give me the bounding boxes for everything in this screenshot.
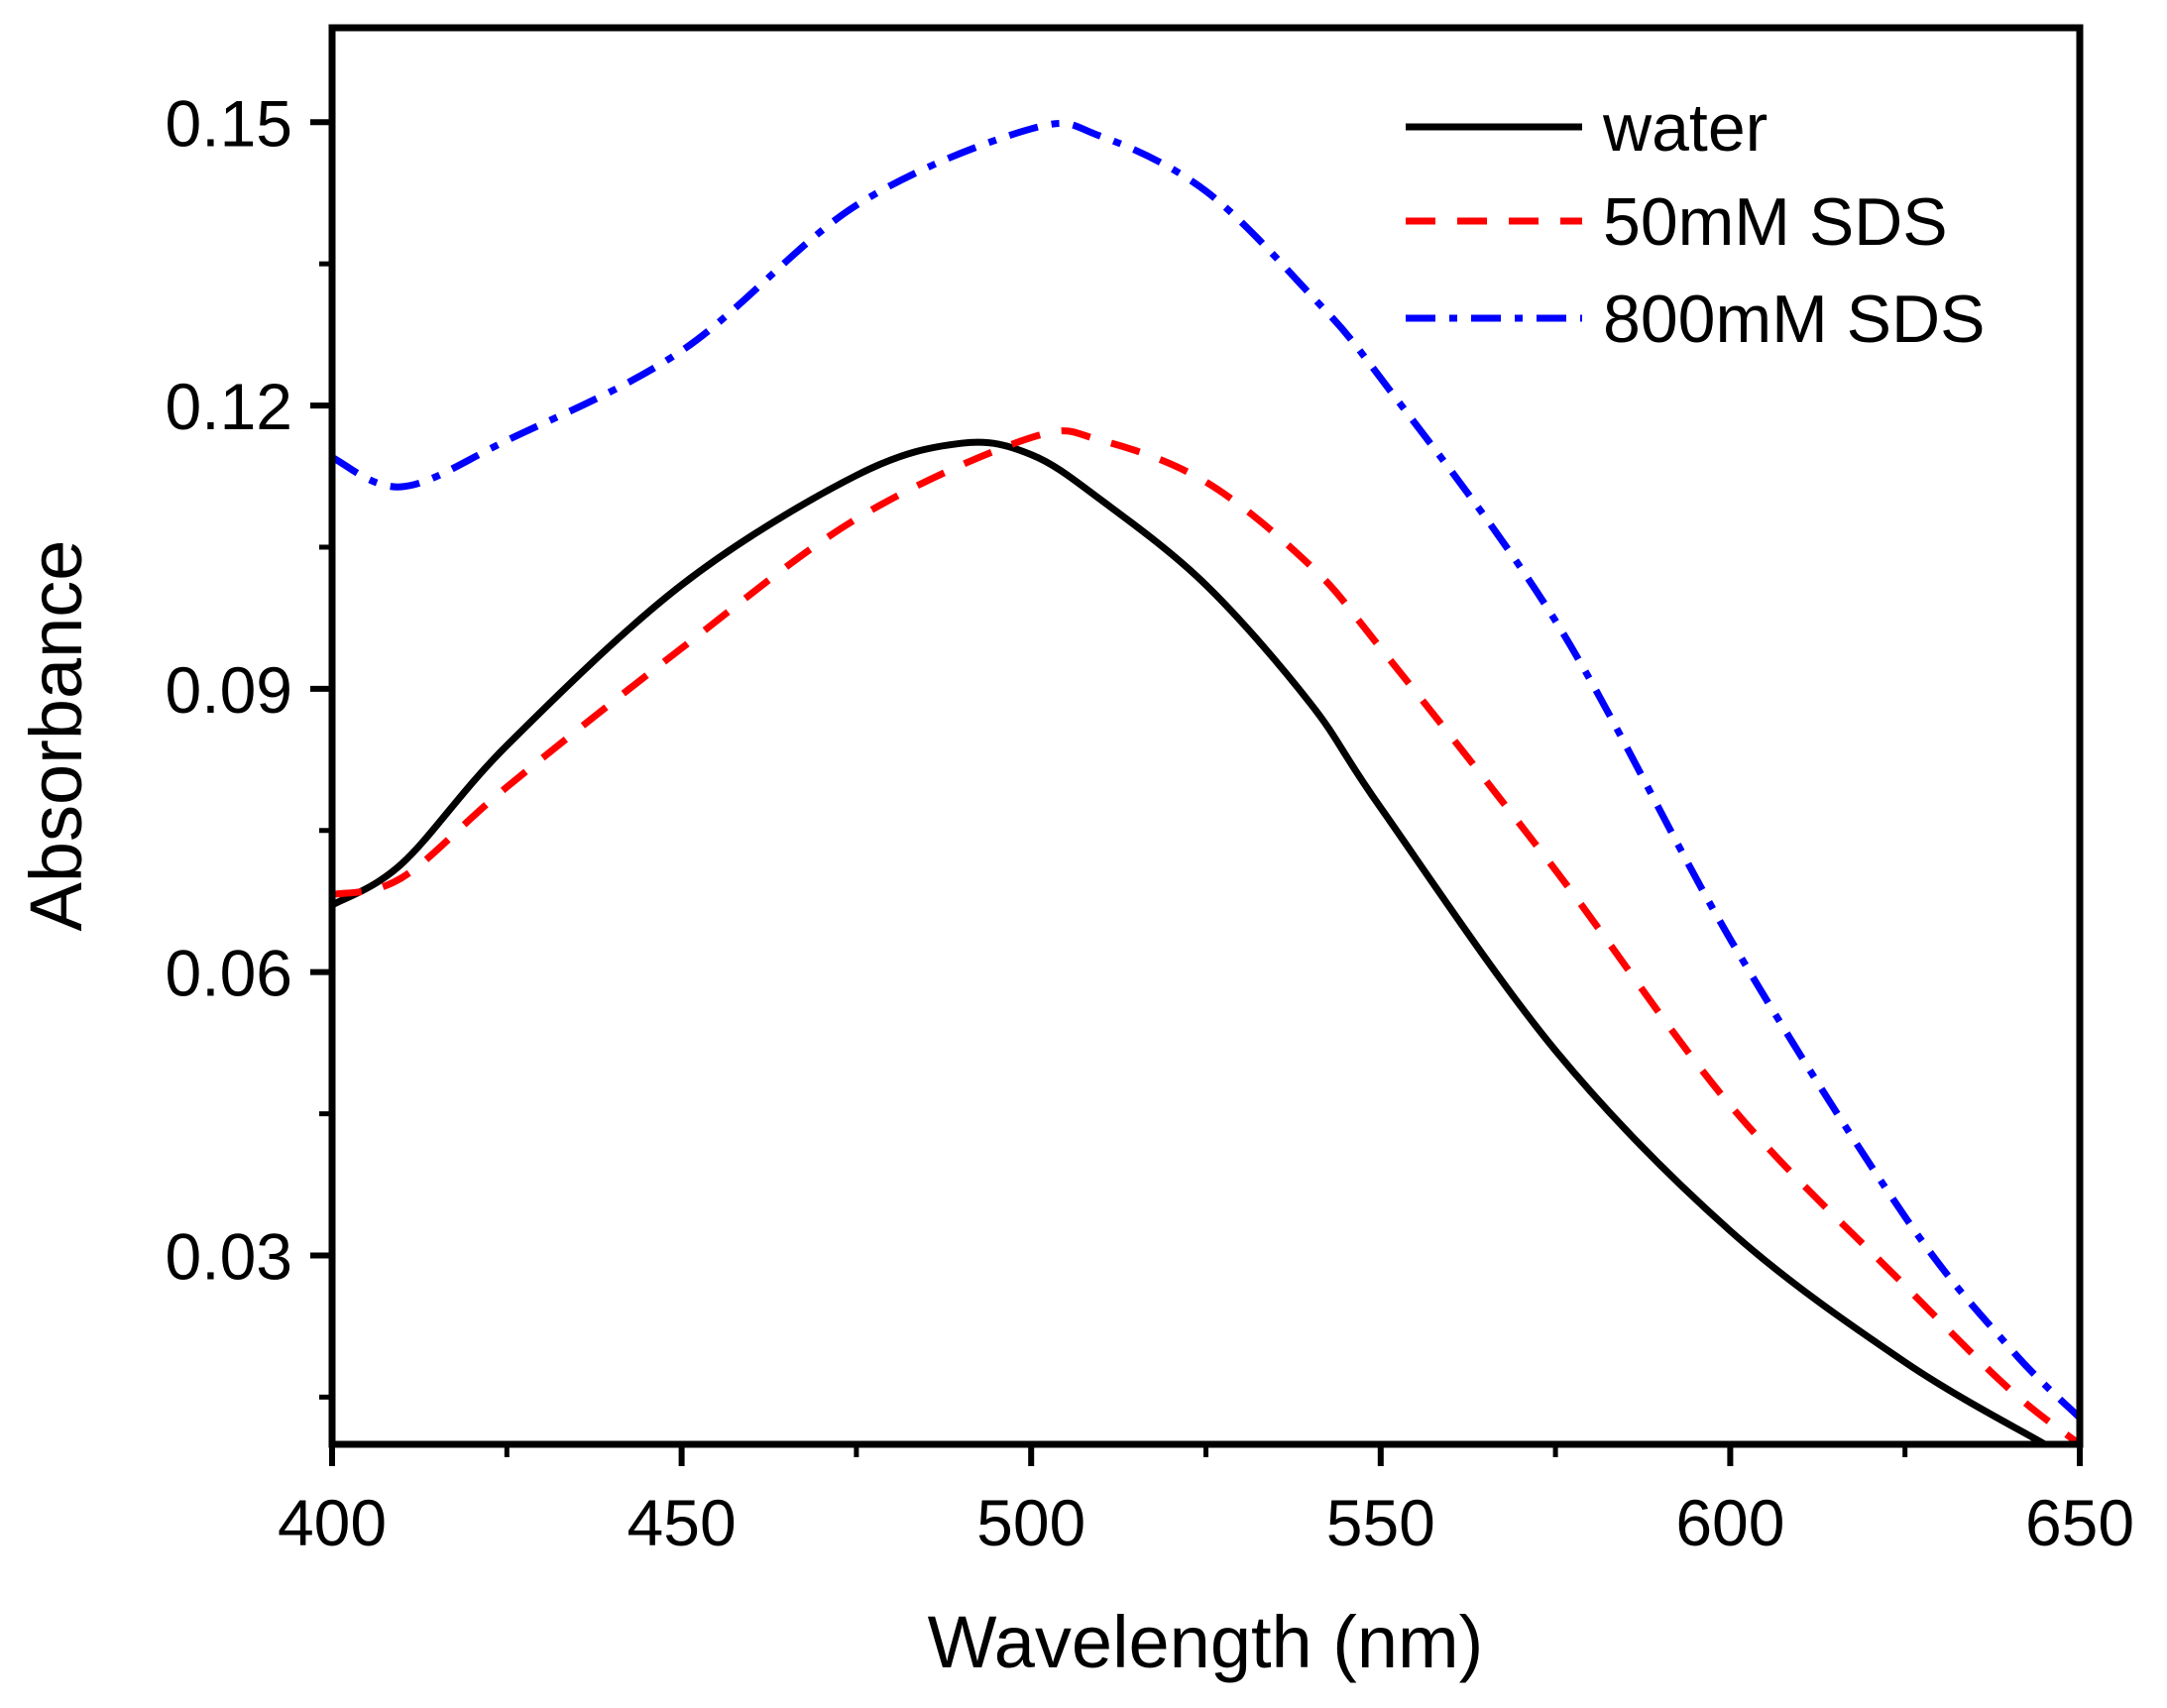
legend-label: water bbox=[1602, 90, 1768, 166]
legend-label: 800mM SDS bbox=[1603, 282, 1985, 357]
plot-frame bbox=[328, 24, 2084, 1448]
x-tick-label: 400 bbox=[278, 1486, 387, 1559]
series-line-1 bbox=[331, 427, 2083, 1447]
series-line-0 bbox=[330, 438, 2047, 1448]
y-tick-label: 0.12 bbox=[166, 370, 292, 443]
y-tick-label: 0.06 bbox=[166, 937, 292, 1010]
series-lines bbox=[330, 119, 2083, 1448]
y-tick-label: 0.15 bbox=[166, 86, 292, 160]
x-tick-label: 500 bbox=[976, 1486, 1085, 1559]
x-tick-label: 650 bbox=[2025, 1486, 2134, 1559]
y-tick-label: 0.03 bbox=[166, 1219, 292, 1293]
y-tick-label: 0.09 bbox=[166, 653, 292, 727]
x-tick-label: 450 bbox=[627, 1486, 737, 1559]
legend-label: 50mM SDS bbox=[1603, 184, 1948, 260]
series-line-2 bbox=[330, 119, 2083, 1421]
x-tick-label: 600 bbox=[1675, 1486, 1784, 1559]
legend: water 50mM SDS 800mM SDS bbox=[1406, 90, 1985, 357]
x-axis-label: Wavelength (nm) bbox=[928, 1601, 1484, 1683]
x-tick-label: 550 bbox=[1326, 1486, 1435, 1559]
y-axis-label: Absorbance bbox=[15, 540, 97, 932]
axis-ticks: 400 450 500 550 600 650 0.03 0.06 0.09 0.12 0.15 bbox=[166, 86, 2135, 1559]
